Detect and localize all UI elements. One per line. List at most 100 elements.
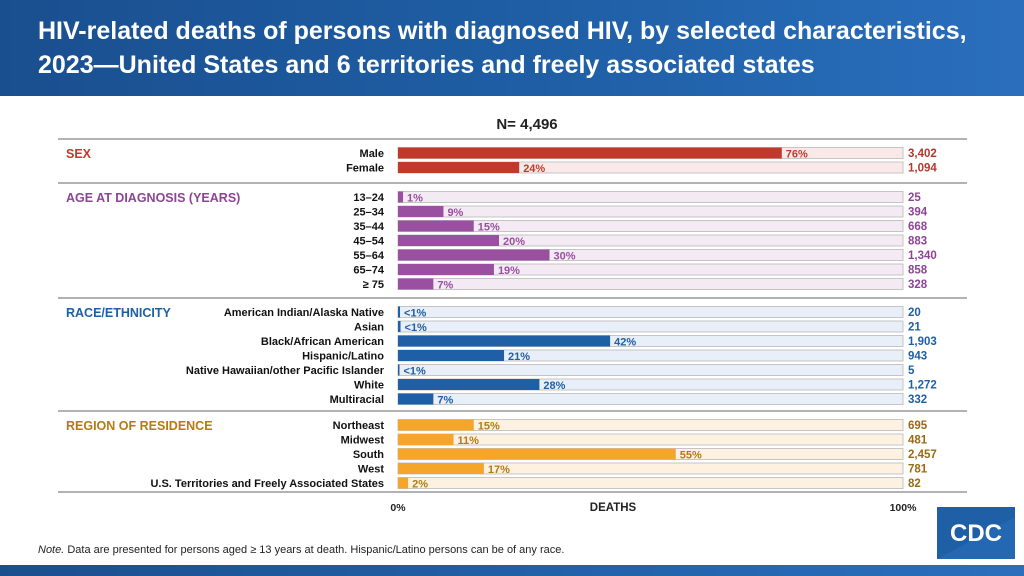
bar-track — [397, 393, 904, 405]
bar-track — [397, 306, 904, 318]
percent-label: 2% — [412, 479, 428, 491]
bar — [398, 220, 474, 232]
count-label: 5 — [908, 365, 915, 377]
bar-track — [397, 278, 904, 290]
percent-label: 76% — [786, 149, 808, 161]
percent-label: 21% — [508, 351, 530, 363]
group-label: RACE/ETHNICITY — [66, 306, 172, 320]
category-label: Asian — [354, 322, 384, 334]
category-label: Multiracial — [330, 394, 384, 406]
category-label: U.S. Territories and Freely Associated S… — [150, 478, 384, 490]
x-axis-label: DEATHS — [590, 502, 637, 514]
bar — [398, 191, 404, 203]
category-label: Hispanic/Latino — [302, 351, 384, 363]
group-label: REGION OF RESIDENCE — [66, 419, 213, 433]
percent-label: 1% — [407, 193, 423, 205]
bar — [398, 147, 782, 159]
category-label: West — [358, 464, 384, 476]
group-label: AGE AT DIAGNOSIS (YEARS) — [66, 191, 240, 205]
category-label: 13–24 — [353, 192, 384, 204]
bar — [398, 162, 520, 173]
category-label: White — [354, 380, 384, 392]
bar — [398, 463, 484, 474]
category-label: 45–54 — [353, 236, 384, 248]
bar — [398, 264, 494, 275]
bar — [398, 206, 444, 217]
x-tick-label: 100% — [890, 502, 918, 514]
percent-label: 24% — [523, 163, 545, 175]
count-label: 82 — [908, 478, 921, 490]
footnote-text: Data are presented for persons aged ≥ 13… — [64, 544, 565, 556]
count-label: 25 — [908, 192, 921, 204]
bar-track — [397, 191, 904, 203]
bar-track — [397, 205, 904, 218]
bar — [398, 235, 499, 246]
percent-label: 28% — [543, 380, 565, 392]
category-label: Native Hawaiian/other Pacific Islander — [186, 365, 385, 377]
category-label: South — [353, 449, 384, 461]
percent-label: 20% — [503, 236, 525, 248]
group-label: SEX — [66, 147, 92, 161]
category-label: 65–74 — [353, 265, 384, 277]
bottom-bar — [0, 565, 1024, 576]
bar-track — [397, 364, 904, 376]
category-label: 35–44 — [353, 221, 384, 233]
bar — [398, 306, 401, 318]
count-label: 1,340 — [908, 250, 937, 262]
category-label: ≥ 75 — [363, 279, 384, 291]
category-label: 55–64 — [353, 250, 384, 262]
count-label: 883 — [908, 236, 927, 248]
bar — [398, 393, 434, 405]
cdc-logo-text: CDC — [950, 520, 1002, 547]
count-label: 394 — [908, 207, 928, 219]
bar — [398, 278, 434, 290]
bar — [398, 448, 676, 460]
percent-label: 17% — [488, 464, 510, 476]
count-label: 781 — [908, 464, 928, 476]
bar-track — [397, 320, 904, 333]
count-label: 481 — [908, 435, 928, 447]
count-label: 21 — [908, 322, 921, 334]
count-label: 2,457 — [908, 449, 937, 461]
category-label: American Indian/Alaska Native — [224, 307, 384, 319]
category-label: Northeast — [333, 420, 385, 432]
percent-label: <1% — [404, 308, 427, 320]
percent-label: <1% — [405, 322, 428, 334]
percent-label: 7% — [437, 280, 453, 292]
x-tick-label: 0% — [390, 502, 406, 514]
bar — [398, 335, 611, 347]
count-label: 1,903 — [908, 336, 937, 348]
footnote-label: Note. — [38, 544, 65, 556]
percent-label: 15% — [478, 222, 500, 234]
bar — [398, 364, 400, 376]
bar-chart: N= 4,496 SEX Male 76% 3,402 Female 24% 1,094 AGE… — [58, 116, 967, 514]
count-label: 1,272 — [908, 380, 937, 392]
bar — [398, 321, 401, 332]
count-label: 943 — [908, 351, 927, 363]
bar — [398, 434, 454, 445]
bar — [398, 249, 550, 261]
category-label: Male — [360, 148, 384, 160]
percent-label: 55% — [680, 450, 702, 462]
percent-label: 7% — [437, 395, 453, 407]
percent-label: 15% — [478, 421, 500, 433]
header-banner: HIV-related deaths of persons with diagn… — [0, 0, 1024, 96]
footnote: Note. Data are presented for persons age… — [38, 544, 564, 556]
bar — [398, 379, 540, 390]
percent-label: 42% — [614, 337, 636, 349]
percent-label: 30% — [554, 251, 576, 263]
percent-label: 9% — [447, 207, 463, 219]
bar — [398, 477, 409, 489]
category-label: 25–34 — [353, 207, 384, 219]
count-label: 858 — [908, 265, 928, 277]
bar — [398, 350, 505, 361]
count-label: 20 — [908, 307, 921, 319]
percent-label: 19% — [498, 265, 520, 277]
percent-label: 11% — [458, 435, 480, 447]
count-label: 695 — [908, 420, 928, 432]
count-label: 328 — [908, 279, 928, 291]
category-label: Black/African American — [261, 336, 384, 348]
count-label: 1,094 — [908, 163, 937, 175]
percent-label: <1% — [404, 366, 427, 378]
bar — [398, 419, 474, 431]
